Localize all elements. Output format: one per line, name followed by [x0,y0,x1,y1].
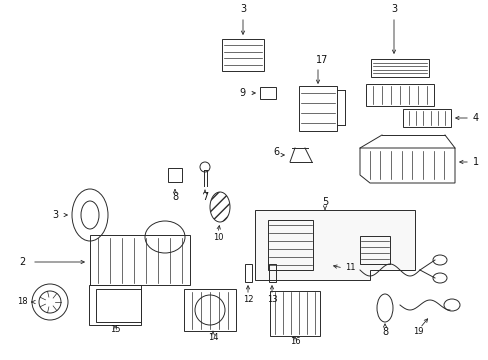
Text: 10: 10 [212,233,223,242]
Text: 17: 17 [315,55,327,65]
Text: 9: 9 [239,88,244,98]
Text: 18: 18 [17,297,27,306]
Bar [260,87,275,99]
Bar [183,289,236,331]
Bar [359,236,389,264]
Bar [95,288,140,321]
Text: 13: 13 [266,296,277,305]
Text: 4: 4 [472,113,478,123]
Text: 8: 8 [381,327,387,337]
Bar [268,264,275,282]
Text: 2: 2 [19,257,25,267]
Bar [267,220,312,270]
Bar [370,59,428,77]
Bar [365,84,433,106]
Bar [90,235,190,285]
Bar [298,85,336,130]
Text: 3: 3 [240,4,245,14]
Bar [222,39,264,71]
Text: 11: 11 [344,264,354,273]
Text: 19: 19 [412,328,423,337]
Bar [269,291,319,336]
Text: 12: 12 [242,296,253,305]
Bar [244,264,251,282]
Text: 7: 7 [202,192,208,202]
Text: 15: 15 [109,325,120,334]
Polygon shape [254,210,414,280]
Text: 14: 14 [207,333,218,342]
Text: 3: 3 [390,4,396,14]
Text: 5: 5 [321,197,327,207]
Text: 8: 8 [172,192,178,202]
Text: 6: 6 [272,147,279,157]
Text: 1: 1 [472,157,478,167]
Text: 16: 16 [289,338,300,346]
Text: 3: 3 [52,210,58,220]
Bar [89,285,141,325]
Bar [402,109,450,127]
